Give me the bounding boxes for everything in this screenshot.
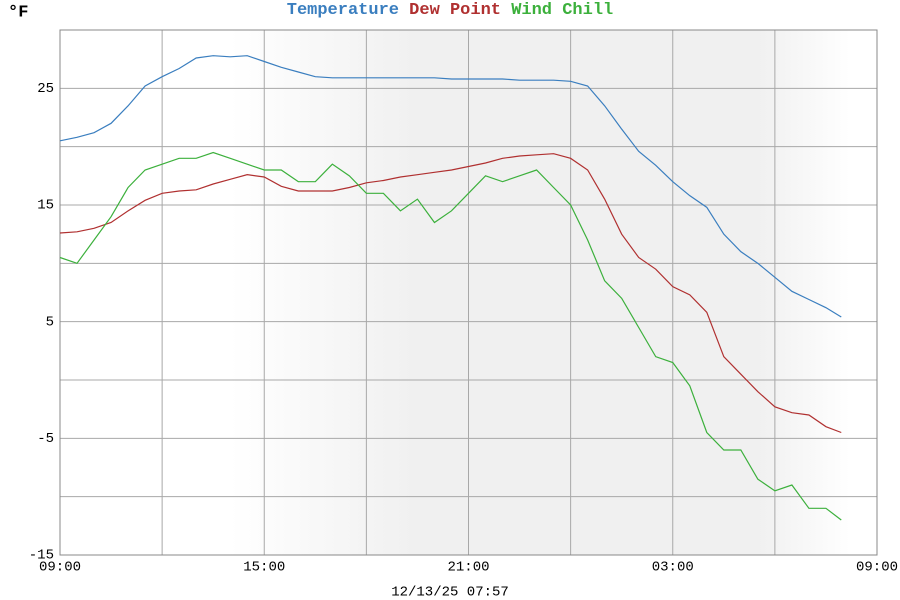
y-tick-label: 15 [37, 198, 54, 214]
legend: Temperature Dew Point Wind Chill [287, 1, 613, 20]
legend-entry: Temperature [287, 1, 399, 20]
y-axis-label: °F [8, 3, 28, 22]
x-tick-label: 21:00 [447, 560, 489, 576]
legend-entry: Dew Point [409, 1, 501, 20]
footer: 12/13/25 07:57 [391, 585, 509, 600]
plot-border [59, 29, 878, 556]
series-line [59, 153, 842, 434]
x-tick-label: 03:00 [652, 560, 694, 576]
y-tick-label: -5 [37, 431, 54, 447]
y-tick-label: -15 [29, 548, 54, 564]
x-tick-label: 15:00 [243, 560, 285, 576]
x-tick-label: 09:00 [856, 560, 898, 576]
y-tick-label: 25 [37, 81, 54, 97]
night-shade [230, 30, 850, 555]
series-line [59, 151, 842, 521]
series-line [59, 55, 842, 318]
y-tick-label: 5 [46, 314, 54, 330]
x-tick-label: 09:00 [39, 560, 81, 576]
legend-entry: Wind Chill [511, 1, 613, 20]
